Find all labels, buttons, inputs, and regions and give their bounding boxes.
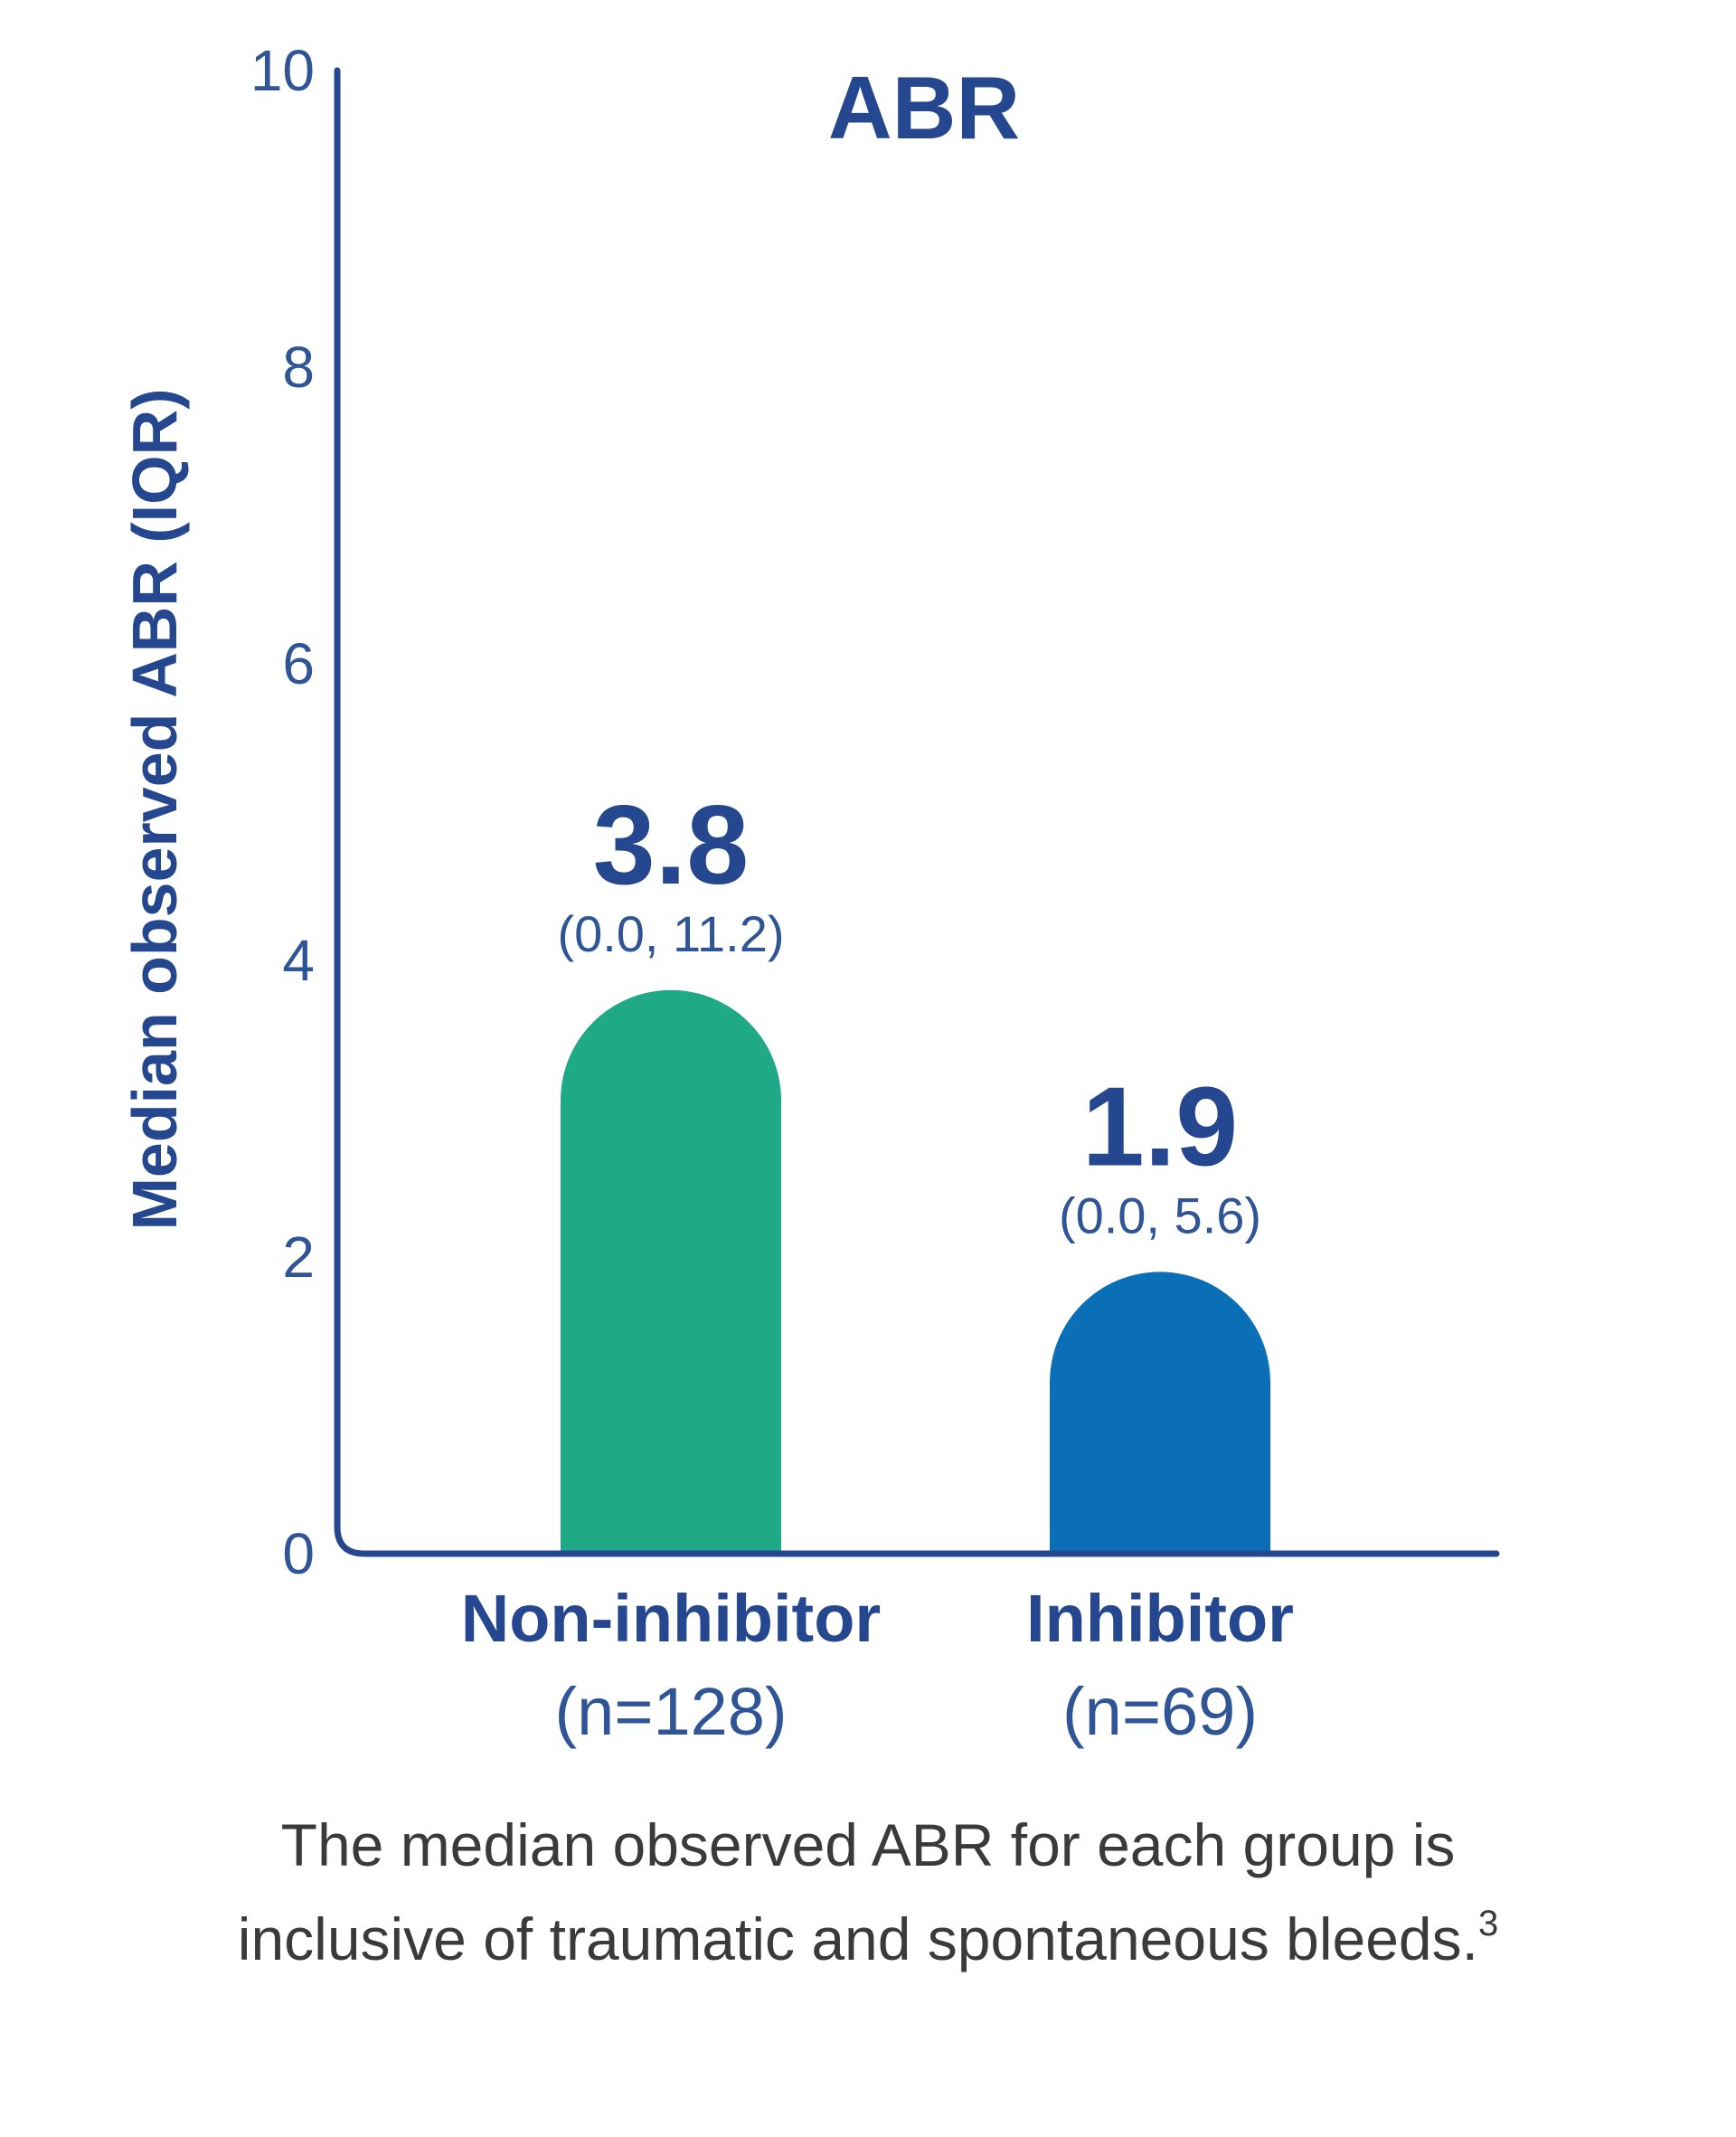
bar-iqr-label: (0.0, 11.2): [557, 905, 784, 962]
footnote-line-1: The median observed ABR for each group i…: [280, 1811, 1456, 1878]
y-tick-label: 6: [282, 631, 315, 696]
category-sample-size: (n=69): [1062, 1674, 1258, 1749]
chart-axes: [334, 67, 1500, 1557]
y-ticks: 0 2 4 6 8 10: [250, 38, 315, 1586]
y-tick-label: 8: [282, 335, 315, 400]
y-tick-label: 10: [250, 38, 315, 103]
bars-layer: [561, 989, 1270, 1554]
footnote-line-2-text: inclusive of traumatic and spontaneous b…: [237, 1905, 1478, 1972]
y-tick-label: 4: [282, 928, 315, 993]
bar-inhibitor: [1050, 1272, 1270, 1554]
abr-bar-chart: 0 2 4 6 8 10 ABR Median observed ABR (IQR) 3.…: [119, 38, 1500, 1749]
footnote-reference: 3: [1477, 1904, 1499, 1943]
bar-value-label: 3.8: [593, 783, 749, 908]
category-label: Inhibitor: [1026, 1581, 1294, 1656]
bar-labels: 3.8(0.0, 11.2) Non-inhibitor (n=128) 1.9(0.…: [461, 783, 1294, 1749]
bar-non-inhibitor: [561, 989, 781, 1554]
category-label: Non-inhibitor: [461, 1581, 881, 1656]
bar-iqr-label: (0.0, 5.6): [1059, 1187, 1261, 1243]
bar-value-label: 1.9: [1082, 1064, 1238, 1189]
category-sample-size: (n=128): [554, 1674, 787, 1749]
y-tick-label: 2: [282, 1225, 315, 1290]
y-axis-label: Median observed ABR (IQR): [119, 389, 190, 1231]
chart-title: ABR: [828, 58, 1020, 157]
footnote-line-2: inclusive of traumatic and spontaneous b…: [0, 1886, 1736, 1981]
footnote: The median observed ABR for each group i…: [0, 1804, 1736, 1981]
y-tick-label: 0: [282, 1521, 315, 1586]
